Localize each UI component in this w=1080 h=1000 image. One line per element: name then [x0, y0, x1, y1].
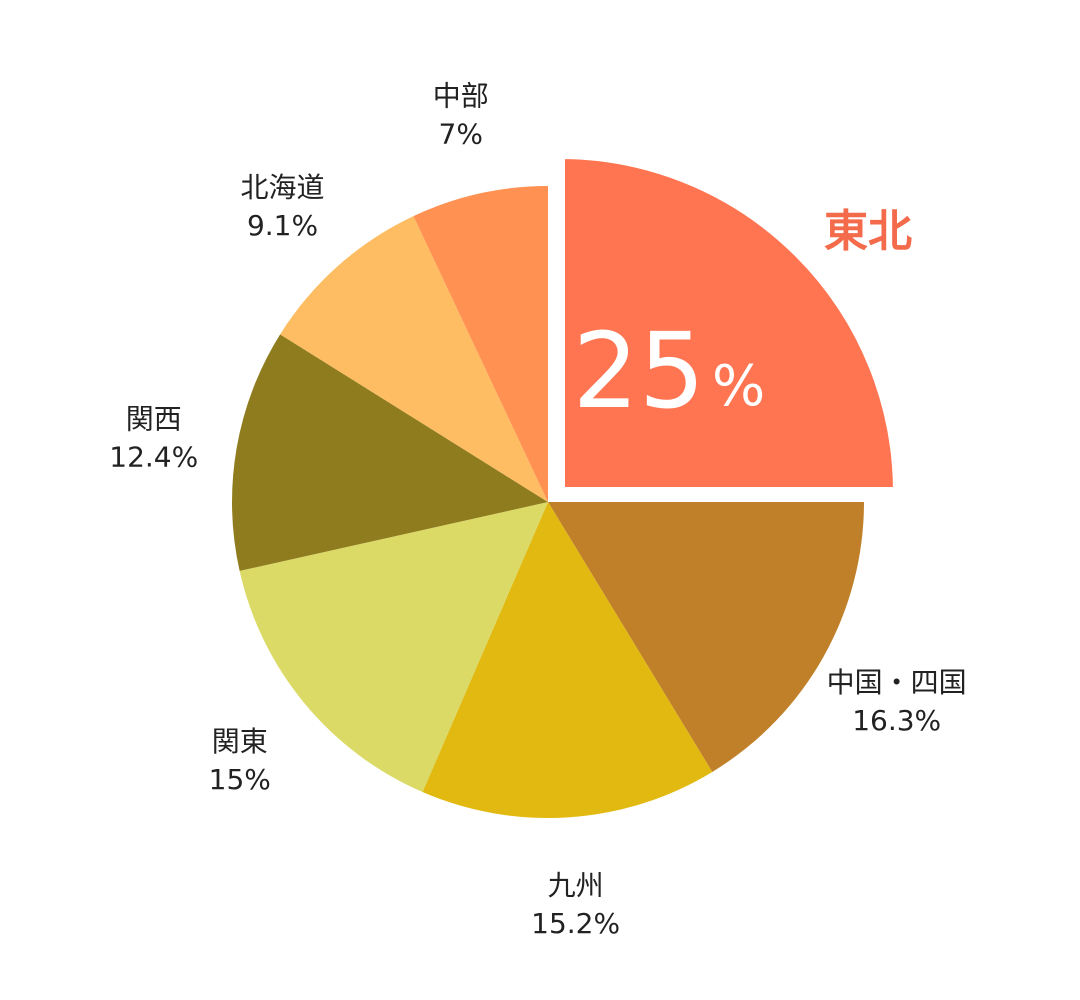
- slice-label-name-2: 九州: [548, 869, 604, 902]
- pie-slice-3: [239, 502, 549, 793]
- slice-label-unit-0: %: [712, 354, 765, 419]
- slice-label-name-4: 関西: [126, 402, 182, 435]
- slice-label-4: 関西 12.4%: [109, 402, 198, 473]
- slice-label-name-0: 東北: [824, 206, 912, 257]
- slice-label-6: 中部 7%: [433, 80, 489, 151]
- pie-slice-5: [280, 216, 548, 502]
- slice-label-name-6: 中部: [433, 80, 489, 113]
- pie-slice-1: [548, 502, 865, 772]
- slice-label-3: 関東 15%: [209, 725, 271, 796]
- slice-label-name-3: 関東: [212, 725, 268, 758]
- slice-label-value-4: 12.4%: [109, 440, 198, 473]
- slice-label-value-2: 15.2%: [531, 907, 620, 940]
- pie-slice-6: [413, 186, 548, 502]
- pie-slice-0: [555, 148, 904, 497]
- slice-label-5: 北海道 9.1%: [241, 171, 325, 242]
- slice-label-1: 中国・四国 16.3%: [827, 666, 967, 737]
- slices-layer: [231, 148, 904, 818]
- pie-slice-4: [231, 334, 548, 571]
- slice-label-name-1: 中国・四国: [827, 666, 967, 699]
- slice-label-value-6: 7%: [439, 118, 483, 151]
- slice-label-value-3: 15%: [209, 763, 271, 796]
- slice-label-value-0: 25: [573, 310, 705, 432]
- slice-label-value-5: 9.1%: [247, 209, 318, 242]
- slice-label-value-1: 16.3%: [852, 704, 941, 737]
- slice-label-name-5: 北海道: [241, 171, 325, 204]
- slice-label-2: 九州 15.2%: [531, 869, 620, 940]
- labels-layer: 東北 25 % 中国・四国 16.3% 九州 15.2% 関東 15% 関西 12.4% 北海道 9.1…: [109, 80, 966, 940]
- pie-slice-2: [422, 502, 713, 818]
